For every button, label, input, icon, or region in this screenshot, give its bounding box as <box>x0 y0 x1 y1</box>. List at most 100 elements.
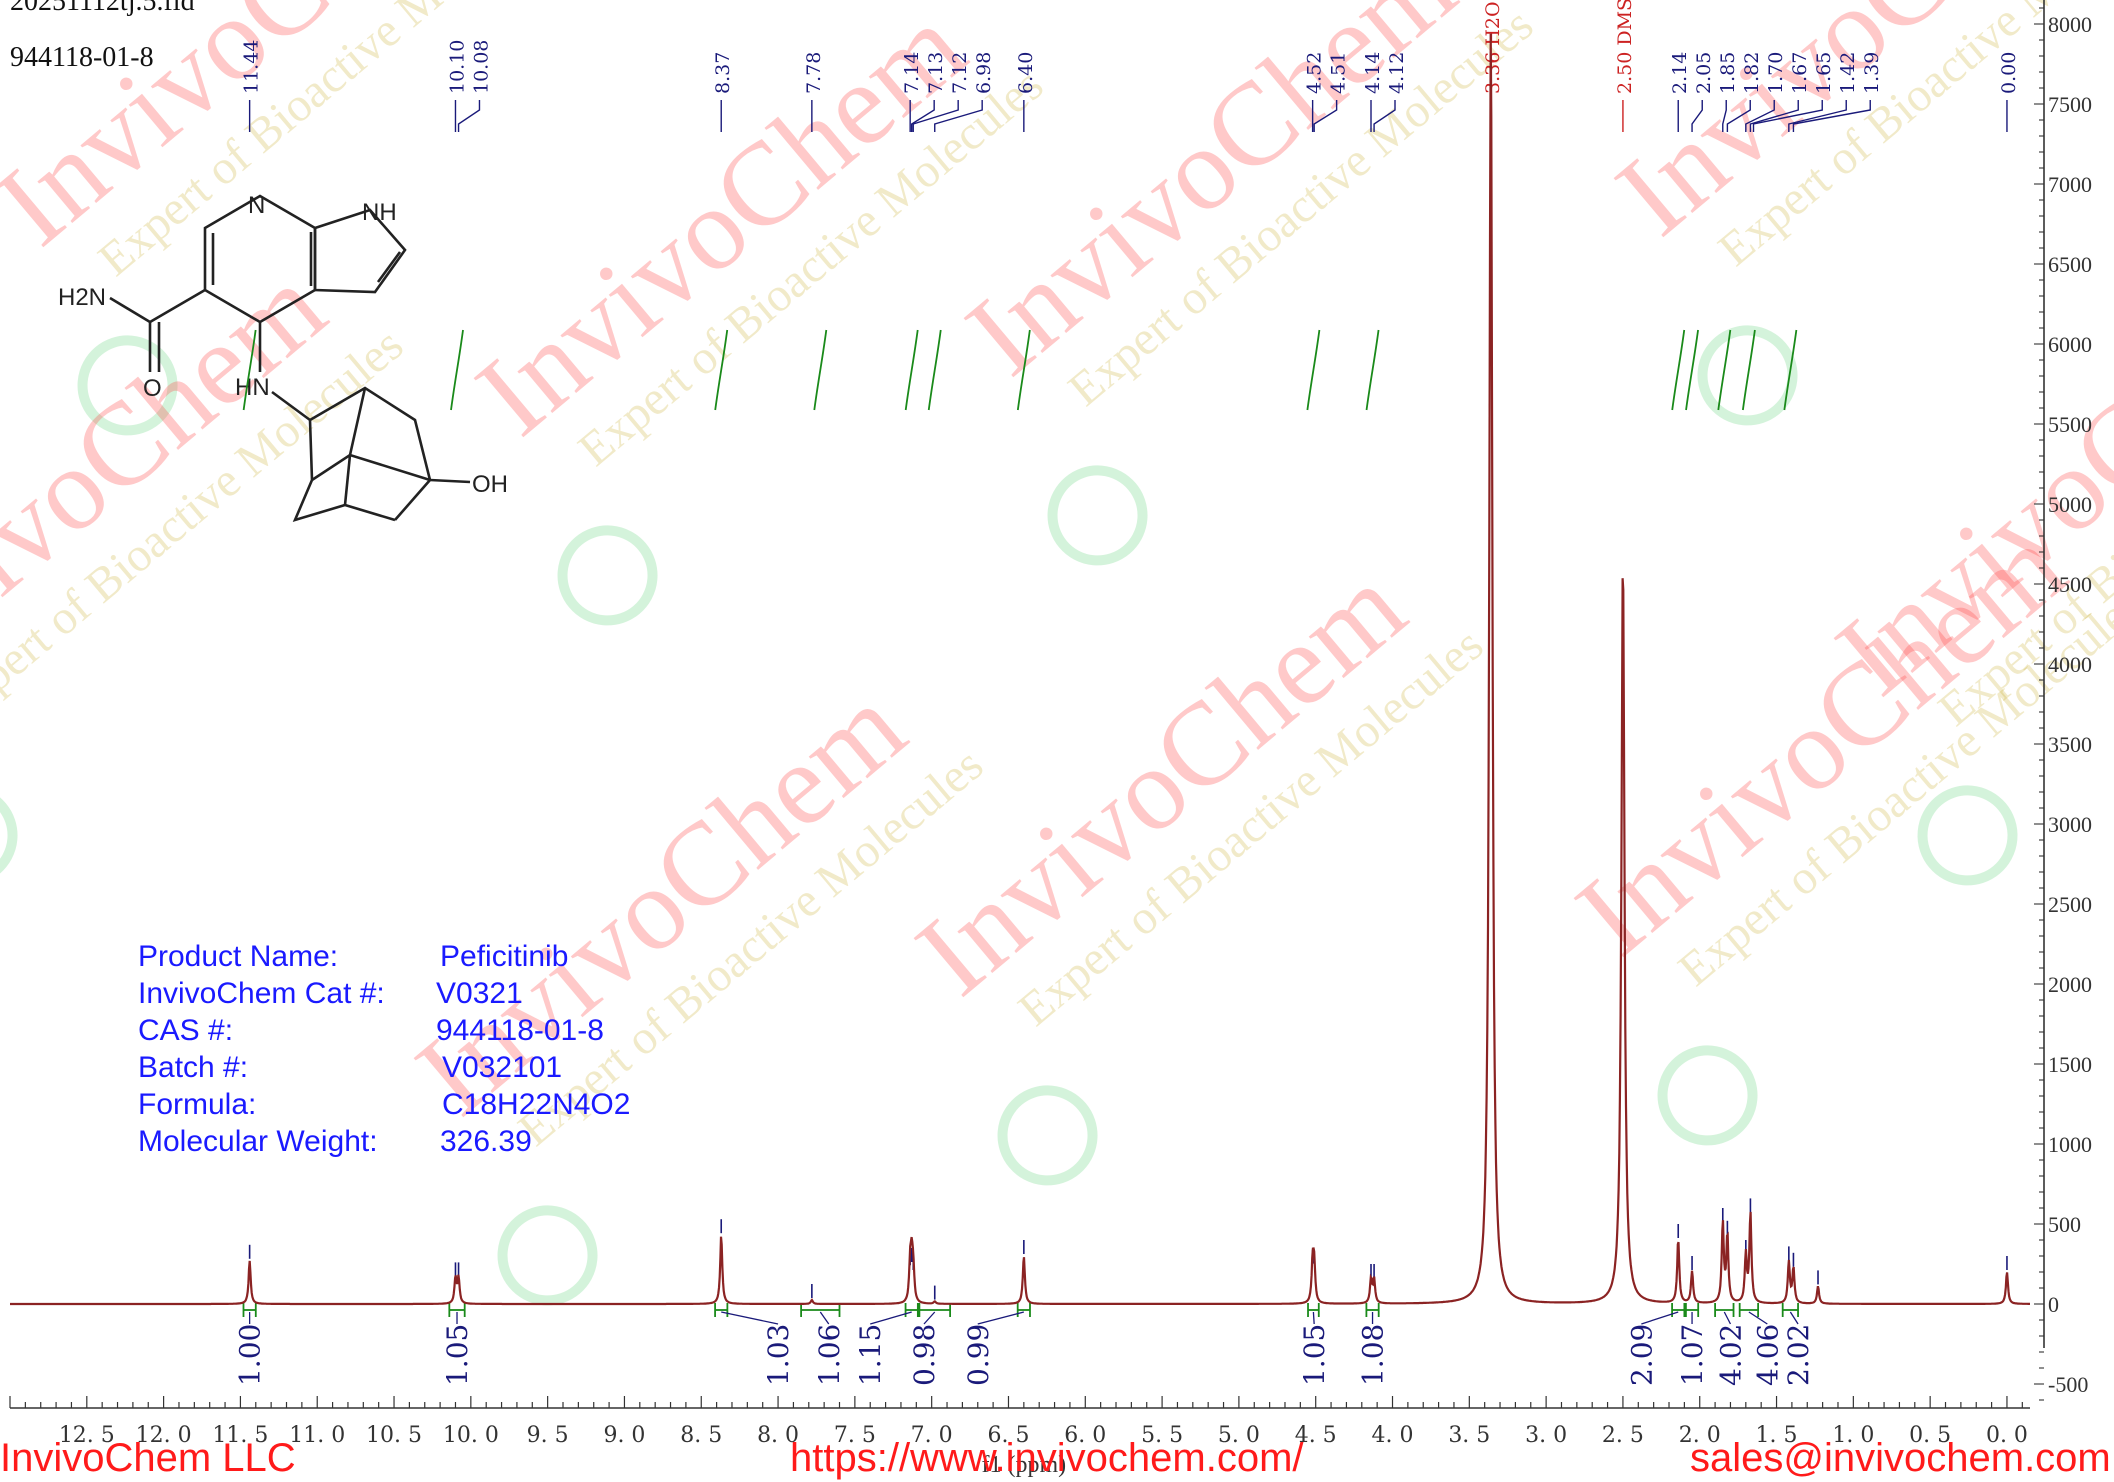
peak-label-leader <box>1726 100 1751 132</box>
x-tick-label: 12. 5 <box>59 1423 115 1448</box>
x-tick-label: 8. 5 <box>680 1423 722 1448</box>
integral-value: 4.02 <box>1714 1324 1747 1386</box>
x-tick-label: 4. 5 <box>1295 1423 1337 1448</box>
peak-label: 1.42 <box>1837 52 1859 94</box>
amide-bond <box>149 288 206 324</box>
integral-curve <box>904 329 919 411</box>
atom-label-h2n: H2N <box>58 284 106 311</box>
watermark-logo-icon <box>997 1085 1098 1186</box>
y-tick-label: 3500 <box>2048 732 2092 757</box>
integral-curve <box>1016 329 1031 411</box>
header-cas: 944118-01-8 <box>10 42 154 73</box>
peak-label-leader <box>911 100 935 132</box>
integral-curve <box>1685 329 1699 411</box>
integral-value: 0.99 <box>962 1324 995 1386</box>
x-tick-label: 10. 0 <box>443 1423 499 1448</box>
footer-website[interactable]: https://www.invivochem.com/ <box>790 1436 1304 1480</box>
x-tick-label: 6. 5 <box>987 1423 1029 1448</box>
x-tick-label: 2. 0 <box>1679 1423 1721 1448</box>
peak-label: 7.14 <box>901 52 923 94</box>
chart-axes: 12. 5 12. 0 11. 5 11. 0 10. 5 10. 0 9. 5 9. 0 8.… <box>9 0 2092 1478</box>
integral-value: 1.08 <box>1357 1324 1390 1386</box>
peak-label-leader <box>1722 100 1727 132</box>
peak-label: 1.82 <box>1741 52 1763 94</box>
y-tick-label: 6500 <box>2048 252 2092 277</box>
x-tick-label: 10. 5 <box>366 1423 422 1448</box>
x-tick-label: 1. 0 <box>1832 1423 1874 1448</box>
peak-label: 1.70 <box>1765 52 1787 94</box>
integral-value: 0.98 <box>908 1324 941 1386</box>
adamantane-edge-4 <box>348 387 367 456</box>
info-label-product-name: Product Name: <box>138 940 339 973</box>
integral-curve <box>1783 329 1798 411</box>
footer-company: InvivoChem LLC <box>0 1436 296 1480</box>
structure-labels: N NH H2N O HN OH <box>58 192 508 498</box>
adamantane-edge-3 <box>311 453 431 482</box>
x-tick-label: 11. 5 <box>212 1423 268 1448</box>
peak-label: 6.98 <box>973 52 995 94</box>
peak-label: 7.13 <box>925 52 947 94</box>
watermark-logo-icon <box>1657 1045 1758 1146</box>
x-tick-label: 11. 0 <box>289 1423 345 1448</box>
peak-labels: 11.44 10.10 10.08 8.37 7.78 7.14 7.13 7.12 6.98 6… <box>241 0 2020 1300</box>
integral-leader <box>923 1311 936 1325</box>
peak-label: 4.14 <box>1362 52 1384 94</box>
integral-value: 2.02 <box>1782 1324 1815 1386</box>
peak-label: 10.10 <box>446 40 468 94</box>
y-tick-label: -500 <box>2048 1372 2088 1397</box>
integral-leader <box>1312 1311 1315 1325</box>
peak-label: 2.50 DMSO <box>1614 0 1636 94</box>
pyrrole-double-bond <box>376 251 402 283</box>
integral-curve <box>1741 329 1756 411</box>
integral-value: 4.06 <box>1751 1324 1784 1386</box>
peak-label-leader <box>934 100 983 132</box>
adamantane-edge-2 <box>292 419 396 523</box>
integral-curve <box>813 329 828 411</box>
x-tick-label: 2. 5 <box>1602 1423 1644 1448</box>
integral-curve <box>1365 329 1380 411</box>
info-value-batch: V032101 <box>442 1051 563 1084</box>
info-label-formula: Formula: <box>138 1088 257 1121</box>
peak-label-leader <box>1691 100 1703 132</box>
peak-label: 10.08 <box>470 40 492 94</box>
y-tick-label: 5500 <box>2048 412 2092 437</box>
info-value-cas: 944118-01-8 <box>436 1014 604 1047</box>
info-value-product-name: Peficitinib <box>440 940 569 973</box>
footer-email[interactable]: sales@invivochem.com <box>1690 1436 2111 1480</box>
x-tick-label: 9. 0 <box>603 1423 645 1448</box>
pyrrole-ring <box>313 208 407 294</box>
integral-value: 1.05 <box>441 1324 474 1386</box>
peak-label-leader <box>1749 100 1799 132</box>
integral-curve <box>714 329 729 411</box>
integral-value: 1.03 <box>762 1324 795 1386</box>
info-label-mw: Molecular Weight: <box>138 1125 378 1158</box>
y-tick-label: 8000 <box>2048 12 2092 37</box>
adamantane-edge-5 <box>343 454 352 506</box>
x-tick-label: 1. 5 <box>1756 1423 1798 1448</box>
x-tick-label: 7. 0 <box>911 1423 953 1448</box>
peak-label: 7.78 <box>803 52 825 94</box>
y-tick-label: 2000 <box>2048 972 2092 997</box>
y-tick-label: 7000 <box>2048 172 2092 197</box>
peak-label: 1.85 <box>1717 52 1739 94</box>
integral-curve <box>1306 329 1321 411</box>
x-tick-label: 3. 0 <box>1525 1423 1567 1448</box>
integral-leader <box>721 1311 779 1325</box>
integral-value: 2.09 <box>1625 1324 1658 1386</box>
integral-leader <box>1789 1311 1799 1325</box>
peak-label: 1.67 <box>1789 52 1811 94</box>
x-tick-label: 8. 0 <box>757 1423 799 1448</box>
peak-label: 4.12 <box>1386 52 1408 94</box>
peak-label: 11.44 <box>241 40 263 94</box>
peak-label: 1.65 <box>1813 52 1835 94</box>
integral-leader <box>977 1311 1025 1325</box>
peak-label-leader <box>1313 100 1338 132</box>
integral-curve <box>927 329 942 411</box>
y-tick-label: 5000 <box>2048 492 2092 517</box>
peak-label-leader <box>912 100 959 132</box>
x-tick-label: 6. 0 <box>1064 1423 1106 1448</box>
x-tick-label: 3. 5 <box>1448 1423 1490 1448</box>
